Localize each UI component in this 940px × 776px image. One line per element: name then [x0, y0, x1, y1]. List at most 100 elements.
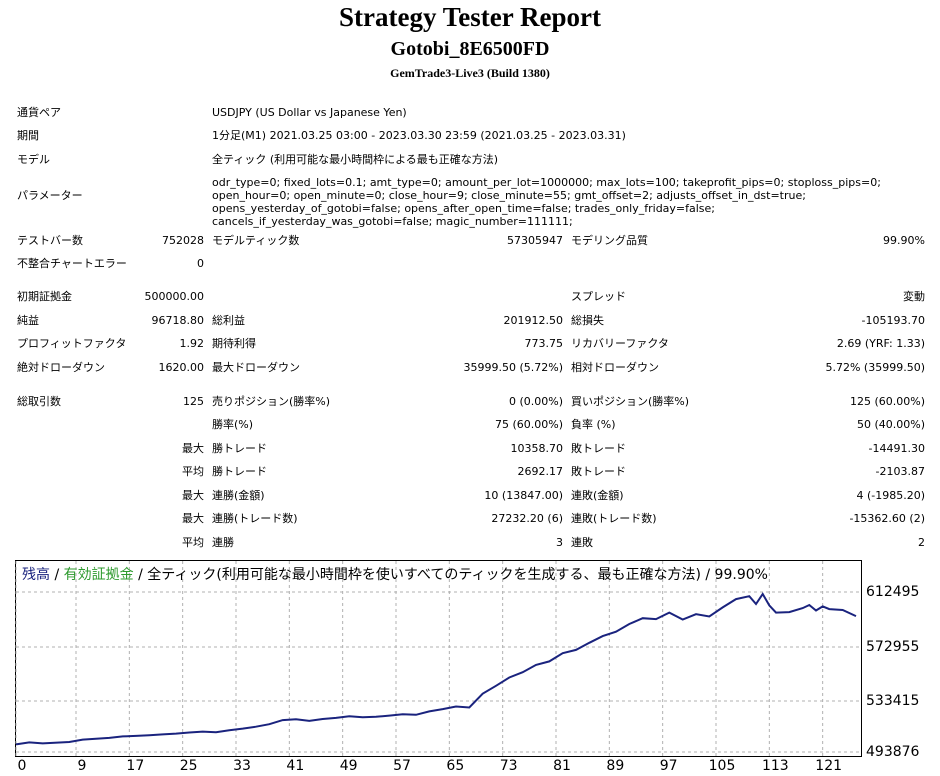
max-dd-label: 最大ドローダウン [212, 361, 300, 374]
expected-value: 773.75 [524, 337, 564, 350]
x-tick-label: 65 [446, 758, 465, 774]
x-tick-label: 73 [499, 758, 518, 774]
x-tick-label: 113 [761, 758, 789, 774]
quality-label: モデリング品質 [571, 234, 648, 247]
bars-value: 752028 [162, 234, 204, 247]
avg-win-label: 勝トレード [212, 465, 267, 478]
max-win-label: 勝トレード [212, 442, 267, 455]
trades-value: 125 [183, 395, 204, 408]
legend-equity: 有効証拠金 [63, 567, 134, 583]
max-win-value: 10358.70 [510, 442, 564, 455]
avg-prefix: 平均 [182, 465, 204, 478]
x-tick-label: 49 [339, 758, 358, 774]
avg-win-value: 2692.17 [517, 465, 564, 478]
cons-win-trades-label: 連勝(トレード数) [212, 512, 298, 525]
x-tick-label: 25 [179, 758, 198, 774]
long-label: 買いポジション(勝率%) [571, 395, 690, 408]
gross-loss-label: 総損失 [571, 314, 604, 327]
max-prefix-2: 最大 [182, 489, 204, 502]
x-tick-label: 9 [77, 758, 87, 774]
short-label: 売りポジション(勝率%) [212, 395, 331, 408]
cons-win-trades-value: 27232.20 (6) [491, 512, 563, 525]
cons-win-amt-value: 10 (13847.00) [484, 489, 563, 502]
model-value: 全ティック (利用可能な最小時間枠による最も正確な方法) [212, 153, 499, 166]
y-tick-label: 533415 [866, 693, 920, 709]
deposit-value: 500000.00 [144, 290, 205, 303]
x-tick-label: 97 [659, 758, 678, 774]
max-loss-value: -14491.30 [868, 442, 925, 455]
avg-loss-label: 敗トレード [571, 465, 626, 478]
recovery-label: リカバリーファクタ [571, 337, 669, 350]
net-label: 純益 [17, 314, 39, 327]
win-rate-label: 勝率(%) [212, 418, 254, 431]
loss-rate-value: 50 (40.00%) [856, 418, 925, 431]
trades-label: 総取引数 [17, 395, 61, 408]
loss-rate-label: 負率 (%) [571, 418, 616, 431]
expected-label: 期待利得 [212, 337, 256, 350]
legend-description: / 全ティック(利用可能な最小時間枠を使いすべてのティックを生成する、最も正確な… [133, 567, 768, 583]
cons-loss-amt-label: 連敗(金額) [571, 489, 624, 502]
bars-label: テストバー数 [17, 234, 83, 247]
x-tick-label: 105 [708, 758, 736, 774]
recovery-value: 2.69 (YRF: 1.33) [836, 337, 925, 350]
spread-label: スプレッド [571, 290, 626, 303]
legend-separator: / [50, 567, 64, 583]
legend-balance: 残高 [22, 567, 50, 583]
params-label: パラメーター [17, 189, 83, 202]
y-tick-label: 572955 [866, 639, 920, 655]
spread-value: 変動 [903, 290, 925, 303]
ticks-label: モデルティック数 [212, 234, 300, 247]
cons-win-amt-label: 連勝(金額) [212, 489, 265, 502]
rel-dd-value: 5.72% (35999.50) [825, 361, 925, 374]
pair-value: USDJPY (US Dollar vs Japanese Yen) [212, 106, 407, 119]
quality-value: 99.90% [883, 234, 925, 247]
period-value: 1分足(M1) 2021.03.25 03:00 - 2023.03.30 23… [212, 129, 626, 142]
pf-label: プロフィットファクタ [17, 337, 127, 350]
avg-cons-loss-value: 2 [918, 536, 925, 549]
x-tick-label: 57 [393, 758, 411, 774]
report-title: Strategy Tester Report [339, 2, 601, 32]
cons-loss-amt-value: 4 (-1985.20) [856, 489, 925, 502]
x-tick-label: 33 [233, 758, 251, 774]
x-tick-label: 41 [286, 758, 305, 774]
x-tick-label: 0 [17, 758, 27, 774]
params-value: odr_type=0; fixed_lots=0.1; amt_type=0; … [212, 176, 881, 228]
strategy-name: Gotobi_8E6500FD [390, 38, 550, 60]
pair-label: 通貨ペア [17, 106, 61, 119]
avg-cons-win-label: 連勝 [212, 536, 234, 549]
mismatch-value: 0 [197, 257, 204, 270]
cons-loss-trades-label: 連敗(トレード数) [571, 512, 657, 525]
chart-legend: 残高 / 有効証拠金 / 全ティック(利用可能な最小時間枠を使いすべてのティック… [22, 564, 768, 584]
short-value: 0 (0.00%) [508, 395, 563, 408]
cons-loss-trades-value: -15362.60 (2) [849, 512, 925, 525]
avg-prefix-2: 平均 [182, 536, 204, 549]
rel-dd-label: 相対ドローダウン [571, 361, 659, 374]
pf-value: 1.92 [179, 337, 205, 350]
avg-cons-win-value: 3 [556, 536, 563, 549]
deposit-label: 初期証拠金 [17, 290, 72, 303]
balance-line [15, 592, 857, 746]
gross-loss-value: -105193.70 [861, 314, 925, 327]
x-tick-label: 81 [553, 758, 571, 774]
y-tick-label: 612495 [866, 584, 920, 600]
long-value: 125 (60.00%) [849, 395, 925, 408]
avg-cons-loss-label: 連敗 [571, 536, 593, 549]
win-rate-value: 75 (60.00%) [494, 418, 563, 431]
x-tick-label: 17 [126, 758, 145, 774]
max-loss-label: 敗トレード [571, 442, 626, 455]
ticks-value: 57305947 [507, 234, 563, 247]
max-prefix-3: 最大 [182, 512, 204, 525]
gross-profit-label: 総利益 [212, 314, 245, 327]
balance-chart [15, 560, 862, 757]
model-label: モデル [17, 153, 50, 166]
mismatch-label: 不整合チャートエラー [17, 257, 127, 270]
gross-profit-value: 201912.50 [503, 314, 564, 327]
period-label: 期間 [17, 129, 39, 142]
x-tick-label: 89 [606, 758, 625, 774]
abs-dd-value: 1620.00 [158, 361, 205, 374]
y-tick-label: 493876 [866, 744, 920, 760]
max-dd-value: 35999.50 (5.72%) [463, 361, 563, 374]
avg-loss-value: -2103.87 [875, 465, 925, 478]
server-build: GemTrade3-Live3 (Build 1380) [390, 66, 550, 80]
